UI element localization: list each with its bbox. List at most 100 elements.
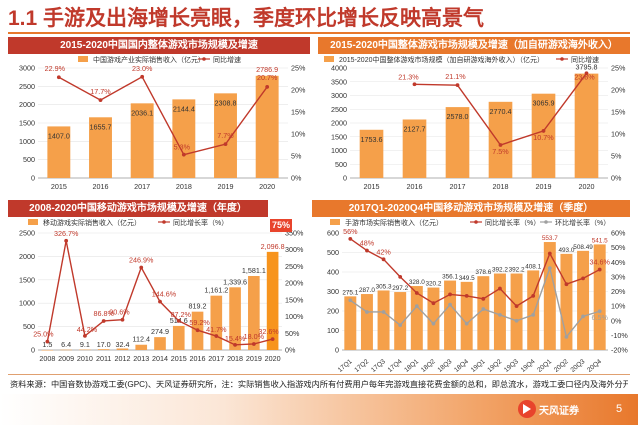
bar: [154, 337, 166, 350]
legend-swatch: [330, 219, 340, 225]
chart-svg: 手游市场实际销售收入（亿元） 同比增长率（%） 环比增长率（%） 0 100 200 300…: [327, 218, 628, 372]
bar: [214, 93, 237, 178]
y-right-tick-label: 5%: [611, 152, 622, 161]
x-tick-label: 2020: [579, 182, 595, 191]
legend-marker: [544, 220, 548, 224]
bar-value-label: 112.4: [133, 335, 150, 344]
line-point: [547, 251, 552, 256]
line-point: [498, 143, 503, 147]
bar: [130, 103, 154, 178]
bar: [377, 290, 390, 350]
y-left-tick-label: 0: [31, 346, 35, 355]
y-left-tick-label: 0: [31, 174, 35, 183]
line-value-label: 34.6%: [589, 258, 610, 267]
chart-title: 2008-2020中国移动游戏市场规模及增速（年度）: [8, 200, 268, 217]
line-point: [531, 293, 536, 298]
y-right-tick-label: 15%: [611, 108, 626, 117]
line-point: [56, 75, 61, 80]
bar: [266, 251, 279, 350]
x-tick-label: 2010: [77, 354, 93, 363]
y-left-tick-label: 2000: [19, 252, 35, 261]
x-tick-label: 19Q3: [503, 358, 520, 372]
line-point: [195, 328, 200, 333]
x-tick-label: 19Q2: [486, 358, 503, 372]
line-point: [381, 257, 386, 262]
y-left-tick-label: 1000: [19, 299, 35, 308]
x-tick-label: 2017: [134, 182, 150, 191]
y-left-tick-label: 500: [327, 248, 339, 257]
bar-value-label: 2144.4: [173, 104, 195, 113]
bar: [560, 253, 573, 350]
chart-panel-total-market-overseas: 2015-2020中国整体游戏市场规模及增速（加自研游戏海外收入） 2015-2…: [318, 37, 630, 200]
bar: [460, 281, 473, 350]
line-value-label: 20.7%: [257, 73, 278, 82]
x-tick-label: 17Q3: [370, 358, 387, 372]
x-tick-label: 2016: [93, 182, 109, 191]
line-point: [101, 319, 106, 323]
bar-value-label: 1.5: [42, 340, 52, 349]
bar: [410, 286, 423, 350]
bar: [477, 276, 490, 350]
line-point: [45, 339, 50, 344]
line-point: [233, 342, 237, 347]
bar: [89, 117, 112, 178]
chart-panel-domestic-market: 2015-2020中国国内整体游戏市场规模及增速 中国游戏产业实际销售收入（亿元…: [8, 37, 310, 200]
line-point: [448, 302, 452, 307]
bar-value-label: 508.49: [573, 244, 593, 251]
line-value-label: 6.5%: [591, 313, 608, 322]
line-value-label: 21.3%: [398, 72, 419, 81]
x-tick-label: 2019: [218, 182, 234, 191]
x-tick-label: 2018: [176, 182, 192, 191]
chart-svg: 中国游戏产业实际销售收入（亿元） 同比增速 0 500 1000 1500 2000 2500…: [19, 55, 306, 191]
y-left-tick-label: 200: [327, 307, 339, 316]
y-right-tick-label: 350%: [285, 229, 304, 238]
bar-value-label: 2308.8: [215, 98, 237, 107]
bar-value-label: 32.4: [115, 340, 129, 349]
line-point: [348, 236, 353, 241]
line-point: [531, 313, 536, 317]
line-value-label: 87.2%: [171, 310, 192, 319]
line-point: [265, 85, 270, 89]
y-left-tick-label: 2500: [19, 82, 35, 91]
x-tick-label: 2008: [39, 354, 55, 363]
line-point: [398, 274, 403, 279]
bar: [488, 101, 513, 178]
y-left-tick-label: 1000: [331, 146, 347, 155]
legend-label: 同比增速: [213, 55, 241, 64]
line-point: [365, 310, 369, 314]
bar-value-label: 297.2: [392, 285, 408, 292]
line-point: [414, 304, 419, 309]
x-tick-label: 18Q1: [403, 358, 420, 372]
chart-title: 2017Q1-2020Q4中国移动游戏市场规模及增速（季度）: [312, 200, 630, 217]
y-left-tick-label: 3500: [331, 77, 347, 86]
bar-value-label: 6.4: [61, 340, 71, 349]
y-right-tick-label: 40%: [611, 258, 626, 267]
line-point: [431, 321, 436, 326]
line-point: [597, 309, 602, 314]
y-right-tick-label: 0%: [611, 316, 622, 325]
x-tick-label: 2015: [171, 354, 187, 363]
page-title: 1.1 手游及出海增长亮眼，季度环比增长反映高景气: [8, 7, 485, 30]
x-tick-label: 2015: [364, 182, 380, 191]
legend-swatch: [78, 56, 88, 62]
x-tick-label: 18Q2: [420, 358, 437, 372]
bar: [577, 250, 590, 350]
x-tick-label: 2019: [536, 182, 552, 191]
line-point: [251, 342, 256, 346]
line-point: [498, 286, 502, 291]
y-right-tick-label: 10%: [611, 302, 626, 311]
y-right-tick-label: 5%: [291, 152, 302, 161]
x-tick-label: 17Q4: [387, 358, 404, 372]
y-right-tick-label: 20%: [611, 86, 626, 95]
line-value-label: 144.6%: [152, 290, 177, 299]
line-point: [365, 248, 369, 253]
legend-label: 同比增长率（%）: [485, 218, 540, 227]
y-right-tick-label: 150%: [285, 295, 304, 304]
line-point: [120, 317, 125, 322]
y-left-tick-label: 1000: [19, 137, 35, 146]
series-line: [349, 265, 600, 339]
x-tick-label: 19Q1: [470, 358, 487, 372]
bar-value-label: 356.1: [442, 274, 458, 281]
bar: [527, 270, 540, 350]
line-point: [64, 238, 69, 243]
